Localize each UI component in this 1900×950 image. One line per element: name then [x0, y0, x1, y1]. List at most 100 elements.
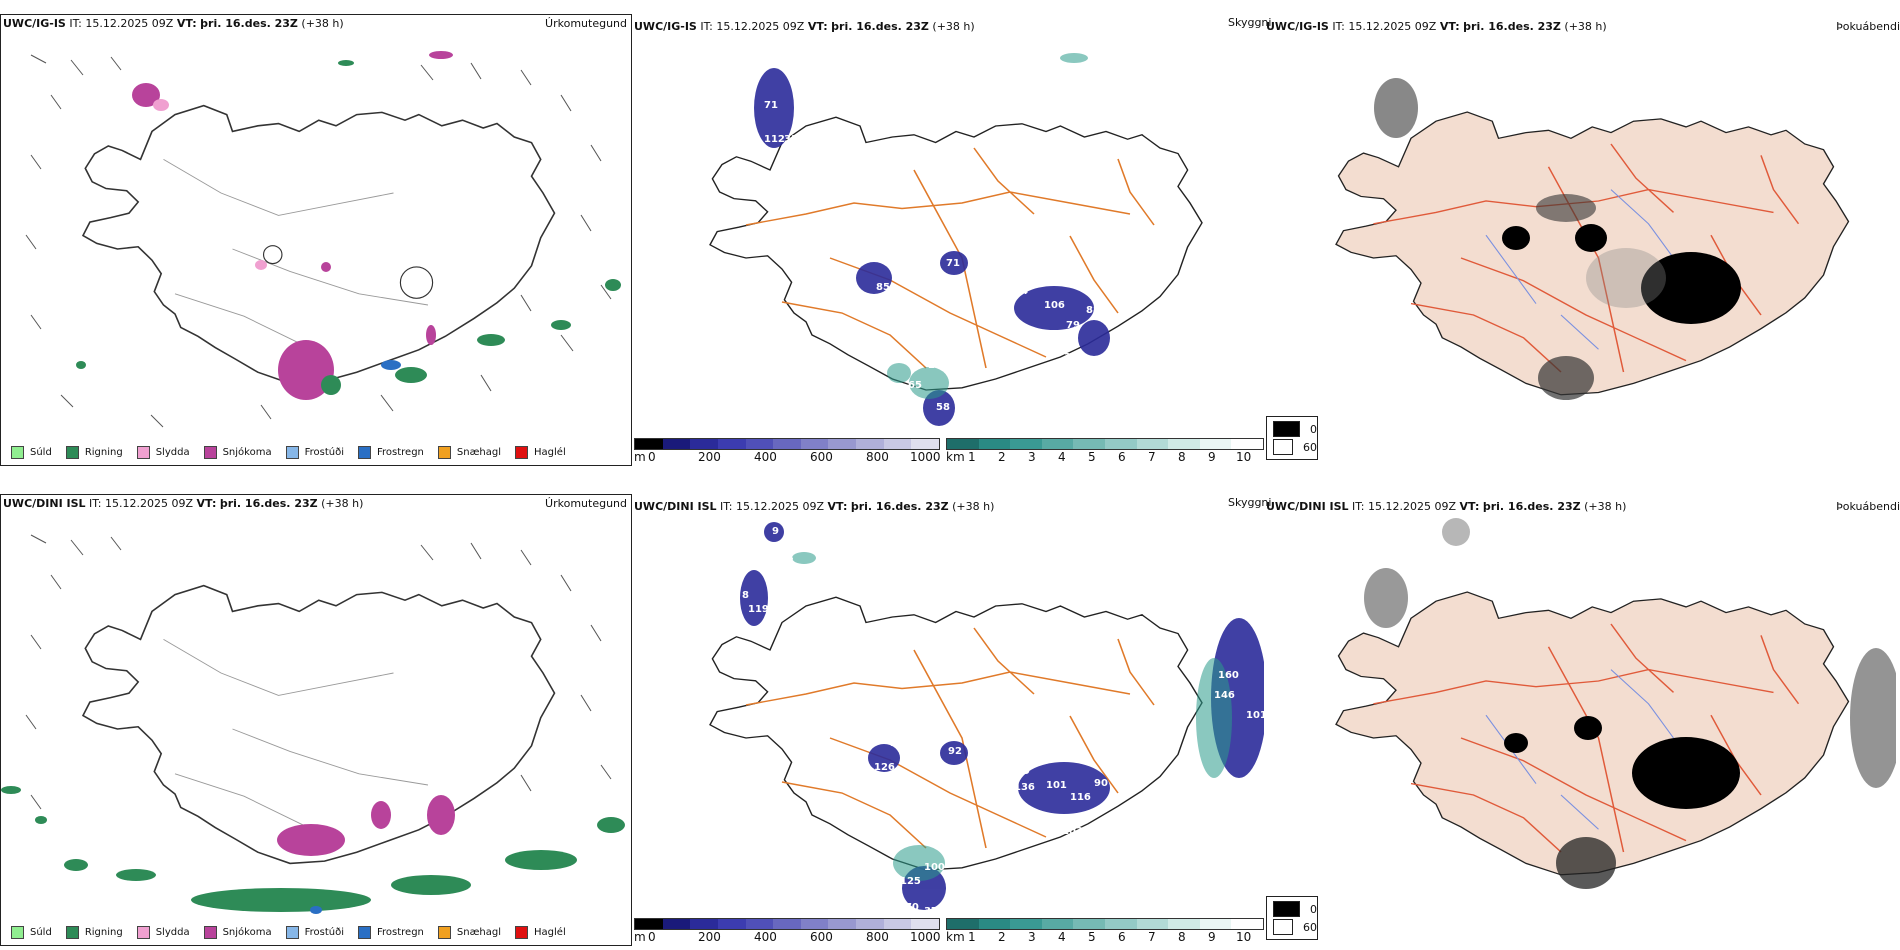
precip-value-label: 186 [952, 372, 973, 383]
legend-label: Frostúði [304, 446, 344, 458]
legend-label: Slydda [155, 446, 190, 458]
colorbar-tick: 1000 [910, 930, 941, 944]
legend-item: Snjókoma [203, 925, 272, 939]
colorbar-tick: 4 [1058, 450, 1066, 464]
fog-legend-row: 0 [1267, 900, 1317, 918]
fog-legend-swatch [1273, 439, 1293, 455]
model-name: UWC/DINI ISL [3, 497, 86, 510]
lead-time: (+38 h) [321, 497, 364, 510]
model-name: UWC/DINI ISL [634, 500, 717, 513]
precip-type-map[interactable] [1, 35, 631, 455]
colorbar-tick: 7 [1148, 450, 1156, 464]
legend-label: Frostregn [377, 926, 424, 938]
colorbar-tick: 2 [998, 450, 1006, 464]
legend-label: Súld [30, 926, 52, 938]
colorbar-tick: 1 [968, 450, 976, 464]
legend-label: Rigning [84, 926, 123, 938]
precip-value-label: 101 [1046, 780, 1067, 791]
valid-label: VT: [807, 20, 828, 33]
colorbar-tick: 200 [698, 930, 721, 944]
colorbar-tick: 600 [810, 450, 833, 464]
visibility-map[interactable]: 71 112 33 4 98 85 71 84 106 88 79 37 208… [634, 38, 1264, 448]
fog-legend-row: 60 [1267, 918, 1317, 936]
panel-title: Þokuábendi [1836, 20, 1900, 33]
precip-value-label: 71 [946, 258, 960, 269]
visibility-map[interactable]: 9 93 8 119 122 126 92 79 101 116 90 136 … [634, 518, 1264, 928]
fog-legend-label: 0 [1310, 422, 1317, 436]
fog-map[interactable] [1266, 518, 1896, 928]
legend-label: Frostúði [304, 926, 344, 938]
lead-time: (+38 h) [301, 17, 344, 30]
colorbar-unit: km [946, 930, 965, 944]
panel-title: Þokuábendi [1836, 500, 1900, 513]
legend-item: Slydda [136, 445, 190, 459]
forecast-header: UWC/DINI ISL IT: 15.12.2025 09Z VT: þri.… [634, 500, 994, 513]
legend-item: Súld [11, 445, 52, 459]
colorbar-tick: 5 [1088, 450, 1096, 464]
fog-legend-row: 0 [1267, 420, 1317, 438]
lead-time: (+38 h) [932, 20, 975, 33]
precip-value-label: 4 [798, 134, 805, 145]
precip-value-label: 85 [876, 282, 890, 293]
legend-label: Rigning [84, 446, 123, 458]
precip-value-label: 84 [1014, 286, 1028, 297]
fog-map[interactable] [1266, 38, 1896, 448]
precip-value-label: 106 [1044, 300, 1065, 311]
colorbar-tick: 800 [866, 450, 889, 464]
legend-swatch [358, 445, 371, 459]
valid-label: VT: [1459, 500, 1480, 513]
precip-value-label: 93 [780, 556, 794, 567]
legend-label: Snjókoma [222, 926, 272, 938]
precip-type-map[interactable] [1, 515, 631, 935]
precip-value-label: 33 [784, 134, 798, 145]
legend-label: Snæhagl [456, 446, 502, 458]
colorbar-tick: 400 [754, 930, 777, 944]
valid-label: VT: [827, 500, 848, 513]
colorbar-tick: 3 [1028, 930, 1036, 944]
precip-value-label: 79 [1066, 320, 1080, 331]
fog-legend-label: 60 [1303, 920, 1317, 934]
legend-label: Frostregn [377, 446, 424, 458]
legend-label: Slydda [155, 926, 190, 938]
colorbar-ceiling: m 0 200 400 600 800 1000 [634, 438, 941, 464]
fog-panel: UWC/DINI ISL IT: 15.12.2025 09Z VT: þri.… [1266, 494, 1900, 946]
precip-type-legend: Súld Rigning Slydda Snjókoma Frostúði Fr… [5, 921, 574, 943]
precip-value-label: 103 [1062, 826, 1083, 837]
legend-swatch [136, 445, 150, 459]
model-name: UWC/DINI ISL [1266, 500, 1349, 513]
colorbar-ceiling-gradient [634, 438, 940, 450]
legend-item: Frostúði [285, 445, 344, 459]
init-time: 15.12.2025 09Z [1348, 20, 1437, 33]
legend-label: Haglél [534, 446, 566, 458]
init-time: 15.12.2025 09Z [736, 500, 825, 513]
init-time: 15.12.2025 09Z [716, 20, 805, 33]
panel-title: Skyggni [1228, 496, 1272, 509]
colorbar-tick: 2 [998, 930, 1006, 944]
precip-value-label: 125 [900, 876, 921, 887]
panel-title: Skyggni [1228, 16, 1272, 29]
legend-swatch [515, 925, 529, 939]
precip-type-legend: Súld Rigning Slydda Snjókoma Frostúði Fr… [5, 441, 574, 463]
fog-legend-row: 60 [1267, 438, 1317, 456]
precip-value-label: 136 [1014, 782, 1035, 793]
visibility-panel: UWC/DINI ISL IT: 15.12.2025 09Z VT: þri.… [634, 494, 1271, 946]
legend-label: Snæhagl [456, 926, 502, 938]
colorbar-tick: 600 [810, 930, 833, 944]
legend-item: Rigning [65, 925, 123, 939]
row-top: UWC/IG-IS IT: 15.12.2025 09Z VT: þri. 16… [0, 0, 1900, 470]
precip-value-label: 122 [890, 738, 911, 749]
legend-swatch [65, 925, 79, 939]
precip-value-label: 146 [1214, 690, 1235, 701]
legend-swatch [437, 925, 451, 939]
valid-time: þri. 16.des. 23Z [1463, 20, 1561, 33]
legend-item: Snæhagl [437, 445, 502, 459]
precip-type-panel: UWC/IG-IS IT: 15.12.2025 09Z VT: þri. 16… [0, 14, 632, 466]
legend-swatch [65, 445, 79, 459]
colorbar-ceiling: m 0 200 400 600 800 1000 [634, 918, 941, 944]
precip-value-label: 116 [1070, 792, 1091, 803]
colorbar-tick: 800 [866, 930, 889, 944]
valid-time: þri. 16.des. 23Z [219, 497, 318, 510]
precip-value-label: 92 [948, 746, 962, 757]
precip-value-label: 37 [924, 906, 938, 917]
fog-legend-swatch [1273, 919, 1293, 935]
